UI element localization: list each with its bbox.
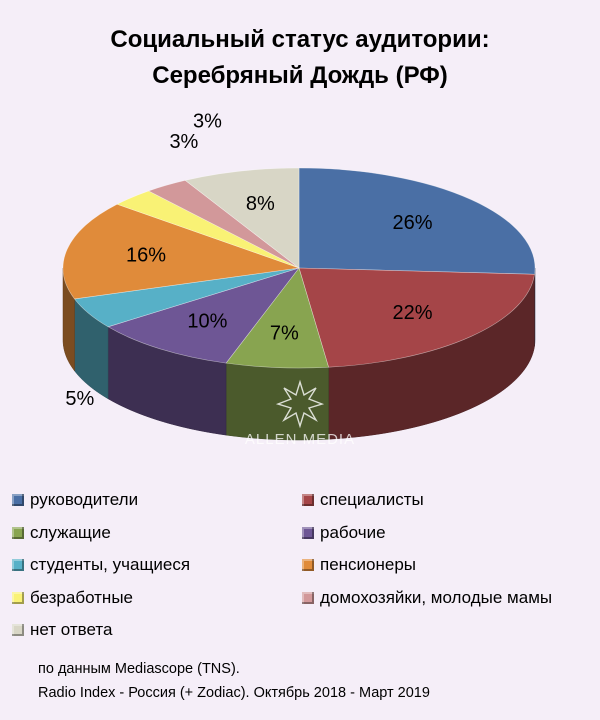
chart-title-line2: Серебряный Дождь (РФ) [152,62,448,89]
pie-slice-3 [107,267,300,364]
legend-item: руководители [12,484,302,517]
watermark: ALLEN MEDIA [245,379,355,448]
data-label-3: 10% [187,310,227,332]
pie-slice-0 [298,167,536,275]
legend-label: пенсионеры [320,555,417,575]
legend-swatch [12,526,24,539]
data-label-1: 22% [392,302,432,324]
chart-title: Социальный статус аудитории: Серебряный … [0,22,600,94]
legend-swatch [12,494,24,507]
pie-labels: 26% 22% 7% 10% 5% 16% 3%3% 8% [65,110,432,410]
legend-item: нет ответа [12,614,302,647]
legend-label: рабочие [320,522,386,542]
legend-item: студенты, учащиеся [12,549,302,582]
legend-item: рабочие [302,517,592,550]
pie-side-2 [225,362,329,441]
legend-item: безработные [12,582,302,615]
legend-label: нет ответа [30,620,113,640]
legend-swatch [12,624,24,637]
pie-chart: 26% 22% 7% 10% 5% 16% 3%3% 8% ALLEN MEDIA [62,110,536,448]
watermark-text: ALLEN MEDIA [245,431,355,448]
source-line1: по данным Mediascope (TNS). [38,661,240,677]
data-label-6: 3% [169,131,198,153]
legend-swatch [302,559,314,572]
pie-top [62,167,536,369]
legend-label: руководители [30,490,139,510]
pie-slice-5 [62,203,300,300]
data-label-7: 3% [193,110,222,132]
data-label-2: 7% [270,323,299,345]
source-line2: Radio Index - Россия (+ Zodiac). Октябрь… [38,685,430,701]
legend-item: домохозяйки, молодые мамы [302,582,592,615]
legend-label: домохозяйки, молодые мамы [320,587,553,607]
chart-legend: руководители специалисты служащие рабочие ст… [12,484,592,647]
legend-item: специалисты [302,484,592,517]
data-label-4: 5% [65,388,94,410]
data-label-0: 26% [392,212,432,234]
pie-slice-2 [225,267,329,369]
data-label-8: 8% [246,193,275,215]
pie-slice-8 [184,167,300,269]
legend-item: служащие [12,517,302,550]
legend-swatch [12,559,24,572]
chart-title-line1: Социальный статус аудитории: [110,26,490,53]
pie-slice-1 [298,267,535,368]
source-note: по данным Mediascope (TNS). Radio Index … [38,657,430,705]
legend-label: специалисты [320,490,424,510]
watermark-star-icon [275,379,325,429]
legend-item: пенсионеры [302,549,592,582]
legend-label: безработные [30,587,133,607]
legend-label: служащие [30,522,111,542]
data-label-5: 16% [126,245,166,267]
legend-swatch [302,494,314,507]
legend-swatch [302,526,314,539]
legend-label: студенты, учащиеся [30,555,191,575]
legend-swatch [12,591,24,604]
legend-swatch [302,591,314,604]
